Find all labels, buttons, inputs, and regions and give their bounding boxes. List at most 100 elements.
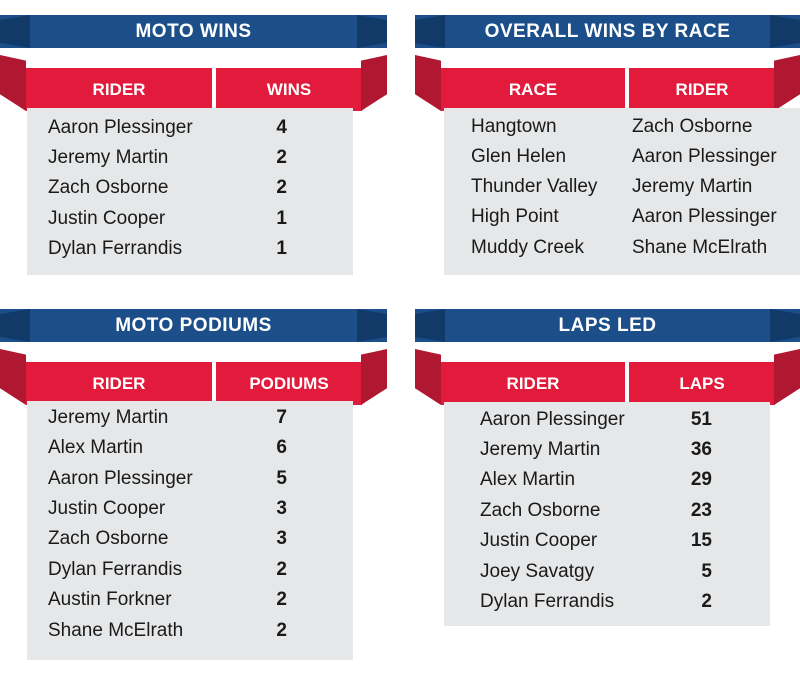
column-header-podiums: PODIUMS — [216, 362, 362, 405]
column-header-rider: RIDER — [26, 362, 212, 405]
table-row: Aaron Plessinger 5 — [27, 468, 353, 498]
race-name: High Point — [471, 206, 559, 227]
data-table: Aaron Plessinger 51 Jeremy Martin 36 Alex … — [444, 402, 770, 626]
panel-title: LAPS LED — [558, 314, 657, 336]
wins-count: 1 — [276, 208, 287, 229]
rider-name: Aaron Plessinger — [480, 409, 625, 430]
rider-name: Justin Cooper — [48, 498, 166, 519]
wins-count: 1 — [276, 238, 287, 259]
podium-count: 3 — [276, 498, 287, 519]
panel-title-bar: LAPS LED — [415, 309, 800, 342]
podium-count: 6 — [276, 437, 287, 458]
table-row: Austin Forkner 2 — [27, 589, 353, 619]
table-row: Jeremy Martin 7 — [27, 407, 353, 437]
table-row: Alex Martin 29 — [444, 469, 770, 499]
panel-title: MOTO WINS — [135, 20, 252, 42]
panel-title: MOTO PODIUMS — [115, 314, 272, 336]
podium-count: 5 — [276, 468, 287, 489]
rider-name: Aaron Plessinger — [48, 117, 193, 138]
panel-title-bar: OVERALL WINS BY RACE — [415, 15, 800, 48]
column-header-rider: RIDER — [441, 362, 625, 405]
header-row: RIDER LAPS — [415, 349, 800, 405]
wins-count: 2 — [276, 147, 287, 168]
table-row: Thunder Valley Jeremy Martin — [444, 176, 800, 206]
moto-wins-panel: MOTO WINS RIDER WINS Aaron Plessinger 4 J… — [0, 15, 387, 277]
table-row: Dylan Ferrandis 1 — [27, 238, 353, 268]
rider-name: Zach Osborne — [632, 116, 753, 137]
column-header-laps: LAPS — [629, 362, 775, 405]
race-name: Muddy Creek — [471, 237, 584, 258]
overall-wins-panel: OVERALL WINS BY RACE RACE RIDER Hangtown… — [415, 15, 800, 277]
rider-name: Alex Martin — [48, 437, 144, 458]
table-row: Jeremy Martin 36 — [444, 439, 770, 469]
header-row: RIDER WINS — [0, 55, 387, 111]
laps-led-panel: LAPS LED RIDER LAPS Aaron Plessinger 51 J… — [415, 309, 800, 629]
rider-name: Shane McElrath — [632, 237, 768, 258]
table-row: Zach Osborne 2 — [27, 177, 353, 207]
laps-count: 15 — [690, 530, 712, 551]
panel-title-bar: MOTO WINS — [0, 15, 387, 48]
header-row: RACE RIDER — [415, 55, 800, 111]
table-row: Muddy Creek Shane McElrath — [444, 237, 800, 267]
header-row: RIDER PODIUMS — [0, 349, 387, 405]
rider-name: Zach Osborne — [480, 500, 601, 521]
table-row: Dylan Ferrandis 2 — [27, 559, 353, 589]
rider-name: Shane McElrath — [48, 620, 184, 641]
rider-name: Joey Savatgy — [480, 561, 595, 582]
laps-count: 23 — [690, 500, 712, 521]
rider-name: Jeremy Martin — [48, 407, 169, 428]
table-row: Dylan Ferrandis 2 — [444, 591, 770, 621]
data-table: Jeremy Martin 7 Alex Martin 6 Aaron Plessi… — [27, 401, 353, 660]
wins-count: 4 — [276, 117, 287, 138]
rider-name: Jeremy Martin — [480, 439, 601, 460]
rider-name: Austin Forkner — [48, 589, 172, 610]
column-header-rider: RIDER — [629, 68, 775, 111]
table-row: Aaron Plessinger 4 — [27, 117, 353, 147]
rider-name: Dylan Ferrandis — [480, 591, 615, 612]
laps-count: 51 — [690, 409, 712, 430]
podium-count: 2 — [276, 559, 287, 580]
rider-name: Zach Osborne — [48, 177, 169, 198]
laps-count: 2 — [701, 591, 712, 612]
race-name: Hangtown — [471, 116, 557, 137]
race-name: Thunder Valley — [471, 176, 598, 197]
podium-count: 2 — [276, 589, 287, 610]
table-row: Alex Martin 6 — [27, 437, 353, 467]
table-row: High Point Aaron Plessinger — [444, 206, 800, 236]
table-row: Hangtown Zach Osborne — [444, 116, 800, 146]
panel-title-bar: MOTO PODIUMS — [0, 309, 387, 342]
rider-name: Aaron Plessinger — [632, 146, 777, 167]
rider-name: Alex Martin — [480, 469, 576, 490]
table-row: Glen Helen Aaron Plessinger — [444, 146, 800, 176]
data-table: Hangtown Zach Osborne Glen Helen Aaron Ple… — [444, 108, 800, 275]
laps-count: 5 — [701, 561, 712, 582]
table-row: Justin Cooper 3 — [27, 498, 353, 528]
table-row: Jeremy Martin 2 — [27, 147, 353, 177]
rider-name: Dylan Ferrandis — [48, 559, 183, 580]
rider-name: Justin Cooper — [48, 208, 166, 229]
table-row: Justin Cooper 1 — [27, 208, 353, 238]
race-name: Glen Helen — [471, 146, 567, 167]
rider-name: Jeremy Martin — [632, 176, 753, 197]
rider-name: Aaron Plessinger — [632, 206, 777, 227]
laps-count: 36 — [690, 439, 712, 460]
rider-name: Jeremy Martin — [48, 147, 169, 168]
table-row: Joey Savatgy 5 — [444, 561, 770, 591]
column-header-rider: RIDER — [26, 68, 212, 111]
laps-count: 29 — [690, 469, 712, 490]
podium-count: 3 — [276, 528, 287, 549]
data-table: Aaron Plessinger 4 Jeremy Martin 2 Zach Os… — [27, 108, 353, 275]
table-row: Aaron Plessinger 51 — [444, 409, 770, 439]
podium-count: 7 — [276, 407, 287, 428]
rider-name: Zach Osborne — [48, 528, 169, 549]
table-row: Zach Osborne 23 — [444, 500, 770, 530]
table-row: Justin Cooper 15 — [444, 530, 770, 560]
rider-name: Justin Cooper — [480, 530, 598, 551]
moto-podiums-panel: MOTO PODIUMS RIDER PODIUMS Jeremy Martin… — [0, 309, 387, 664]
rider-name: Aaron Plessinger — [48, 468, 193, 489]
table-row: Zach Osborne 3 — [27, 528, 353, 558]
wins-count: 2 — [276, 177, 287, 198]
column-header-race: RACE — [441, 68, 625, 111]
podium-count: 2 — [276, 620, 287, 641]
panel-title: OVERALL WINS BY RACE — [484, 20, 731, 42]
